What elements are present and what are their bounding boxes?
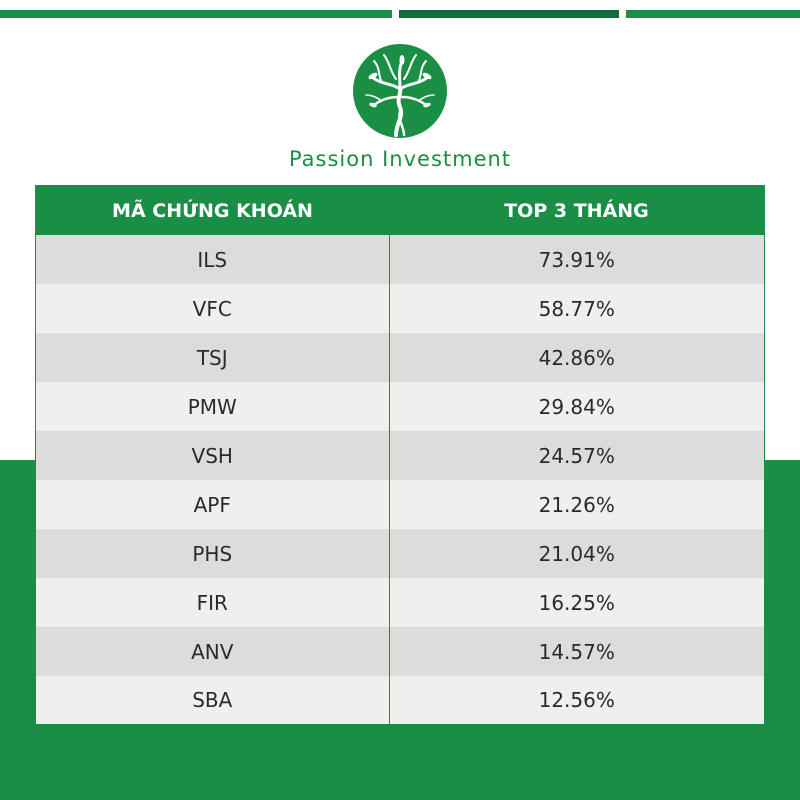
stock-code-cell: APF: [36, 480, 390, 529]
return-value-cell: 42.86%: [389, 333, 764, 382]
stock-code-cell: ANV: [36, 627, 390, 676]
table-row: PMW 29.84%: [36, 382, 764, 431]
top-bar-left: [0, 10, 392, 18]
return-value-cell: 12.56%: [389, 676, 764, 724]
table-row: PHS 21.04%: [36, 529, 764, 578]
stock-code-cell: PHS: [36, 529, 390, 578]
table-header-row: MÃ CHỨNG KHOÁN TOP 3 THÁNG: [36, 186, 764, 235]
header-top-3-months: TOP 3 THÁNG: [389, 186, 764, 235]
table-row: VSH 24.57%: [36, 431, 764, 480]
stock-code-cell: PMW: [36, 382, 390, 431]
table-row: ILS 73.91%: [36, 235, 764, 284]
return-value-cell: 14.57%: [389, 627, 764, 676]
stock-code-cell: VSH: [36, 431, 390, 480]
stock-code-cell: TSJ: [36, 333, 390, 382]
return-value-cell: 58.77%: [389, 284, 764, 333]
stock-code-cell: VFC: [36, 284, 390, 333]
table-row: VFC 58.77%: [36, 284, 764, 333]
table-row: TSJ 42.86%: [36, 333, 764, 382]
top-bar-right: [626, 10, 800, 18]
return-value-cell: 24.57%: [389, 431, 764, 480]
stock-code-cell: SBA: [36, 676, 390, 724]
tree-logo-icon: [353, 44, 447, 138]
stock-table: MÃ CHỨNG KHOÁN TOP 3 THÁNG ILS 73.91% VF…: [36, 186, 764, 724]
stock-code-cell: ILS: [36, 235, 390, 284]
stock-code-cell: FIR: [36, 578, 390, 627]
table-row: FIR 16.25%: [36, 578, 764, 627]
return-value-cell: 73.91%: [389, 235, 764, 284]
return-value-cell: 16.25%: [389, 578, 764, 627]
header-stock-code: MÃ CHỨNG KHOÁN: [36, 186, 389, 235]
table-row: APF 21.26%: [36, 480, 764, 529]
table-row: SBA 12.56%: [36, 676, 764, 724]
return-value-cell: 21.26%: [389, 480, 764, 529]
top-bar-middle: [399, 10, 619, 18]
brand-name: Passion Investment: [288, 147, 512, 171]
return-value-cell: 21.04%: [389, 529, 764, 578]
table-row: ANV 14.57%: [36, 627, 764, 676]
return-value-cell: 29.84%: [389, 382, 764, 431]
